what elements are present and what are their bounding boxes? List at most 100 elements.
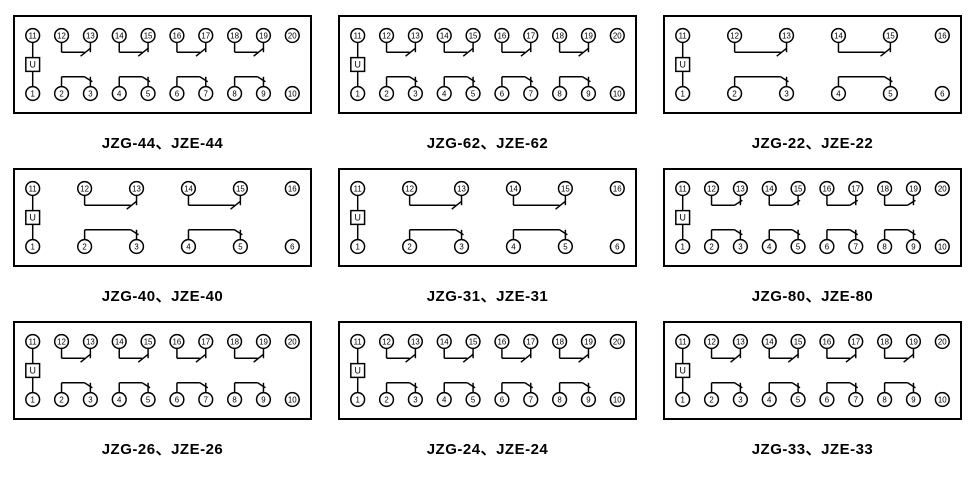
svg-text:19: 19 [584, 31, 593, 40]
svg-text:14: 14 [440, 337, 449, 346]
terminal: 4 [112, 393, 126, 407]
terminal: 11 [26, 182, 40, 196]
svg-text:9: 9 [911, 395, 915, 404]
terminal: 5 [558, 240, 572, 254]
coil-u: U [676, 195, 690, 239]
svg-text:8: 8 [232, 395, 237, 404]
svg-text:12: 12 [382, 337, 391, 346]
terminal: 13 [409, 29, 423, 43]
terminal: 20 [285, 29, 299, 43]
terminal: 14 [762, 182, 776, 196]
terminal: 2 [403, 240, 417, 254]
terminal: 12 [403, 182, 417, 196]
svg-text:6: 6 [825, 395, 830, 404]
terminal: 13 [780, 29, 794, 43]
terminal: 3 [780, 87, 794, 101]
svg-text:10: 10 [938, 242, 947, 251]
svg-text:4: 4 [186, 242, 191, 251]
terminal: 1 [351, 393, 365, 407]
terminal: 17 [849, 182, 863, 196]
terminal: 15 [466, 29, 480, 43]
terminal: 4 [182, 240, 196, 254]
terminal: 4 [112, 87, 126, 101]
svg-text:2: 2 [732, 89, 736, 98]
contact-nc [387, 42, 416, 56]
contact-no [885, 195, 916, 205]
terminal: 13 [734, 182, 748, 196]
contact-nc [387, 348, 416, 362]
svg-text:3: 3 [134, 242, 139, 251]
svg-text:8: 8 [232, 89, 237, 98]
terminal: 16 [170, 29, 184, 43]
svg-text:2: 2 [384, 395, 388, 404]
svg-text:12: 12 [80, 184, 89, 193]
contact-nc [62, 42, 91, 56]
contact-no [410, 230, 464, 240]
svg-text:9: 9 [261, 395, 265, 404]
caption: JZG-80、JZE-80 [752, 285, 874, 306]
contact-nc [560, 348, 589, 362]
contact-no [62, 77, 93, 87]
svg-text:12: 12 [707, 184, 716, 193]
terminal: 15 [883, 29, 897, 43]
contact-no [769, 230, 800, 240]
contact-no [827, 230, 858, 240]
svg-text:4: 4 [767, 242, 772, 251]
panel-p-40: U111213141516123456JZG-40、JZE-40 [15, 168, 310, 306]
terminal: 15 [558, 182, 572, 196]
terminal: 10 [285, 393, 299, 407]
terminal: 1 [676, 240, 690, 254]
svg-text:13: 13 [86, 337, 95, 346]
svg-text:19: 19 [909, 337, 918, 346]
contact-nc [885, 348, 914, 362]
svg-text:9: 9 [586, 395, 590, 404]
caption: JZG-40、JZE-40 [102, 285, 224, 306]
svg-text:16: 16 [498, 31, 507, 40]
panel-p-31: U111213141516123456JZG-31、JZE-31 [340, 168, 635, 306]
svg-text:16: 16 [173, 337, 182, 346]
diagram-box: U1112131415161718192012345678910 [663, 168, 962, 267]
caption: JZG-31、JZE-31 [427, 285, 549, 306]
svg-text:4: 4 [442, 89, 447, 98]
panel-p-33: U1112131415161718192012345678910JZG-33、J… [665, 321, 960, 459]
contact-no [560, 383, 591, 393]
contact-nc [410, 195, 462, 209]
terminal: 5 [141, 393, 155, 407]
terminal: 5 [791, 393, 805, 407]
terminal: 8 [878, 240, 892, 254]
svg-text:7: 7 [204, 395, 208, 404]
svg-text:1: 1 [681, 242, 685, 251]
contact-no [885, 230, 916, 240]
svg-text:11: 11 [679, 337, 687, 346]
svg-text:8: 8 [882, 395, 887, 404]
svg-text:15: 15 [144, 337, 153, 346]
terminal: 6 [820, 240, 834, 254]
terminal: 4 [507, 240, 521, 254]
svg-text:11: 11 [679, 184, 687, 193]
svg-text:18: 18 [230, 31, 239, 40]
terminal: 2 [78, 240, 92, 254]
contact-nc [177, 348, 206, 362]
terminal: 9 [907, 393, 921, 407]
svg-text:12: 12 [707, 337, 716, 346]
contact-no [769, 195, 800, 205]
contact-nc [444, 348, 473, 362]
svg-text:8: 8 [882, 242, 887, 251]
svg-text:1: 1 [681, 89, 685, 98]
contact-no [838, 77, 892, 87]
terminal: 13 [84, 335, 98, 349]
terminal: 7 [199, 87, 213, 101]
svg-text:3: 3 [88, 89, 93, 98]
svg-text:14: 14 [440, 31, 449, 40]
terminal: 9 [582, 87, 596, 101]
terminal: 11 [26, 29, 40, 43]
terminal: 4 [832, 87, 846, 101]
svg-text:15: 15 [469, 337, 478, 346]
contact-no [235, 77, 266, 87]
svg-text:16: 16 [823, 184, 832, 193]
svg-text:20: 20 [288, 337, 297, 346]
terminal: 15 [141, 335, 155, 349]
svg-text:6: 6 [825, 242, 830, 251]
terminal: 15 [466, 335, 480, 349]
svg-text:13: 13 [411, 31, 420, 40]
